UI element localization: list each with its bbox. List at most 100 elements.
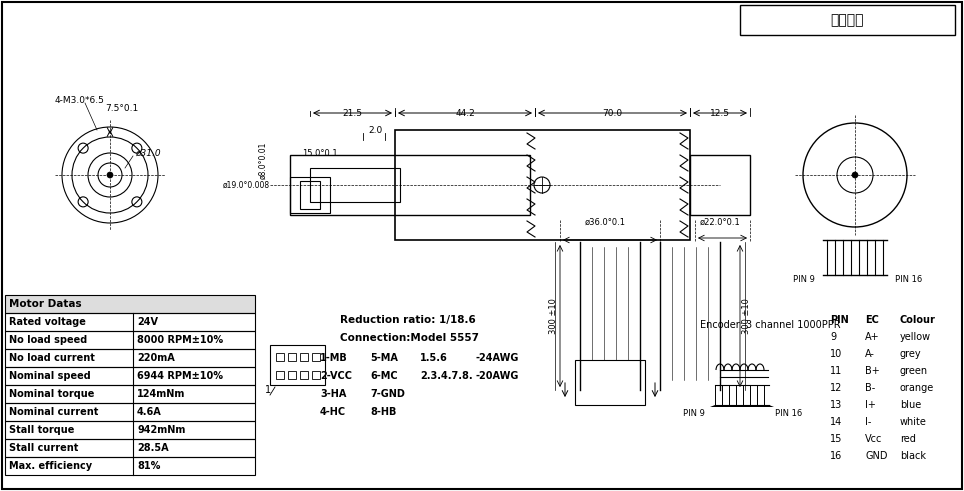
Text: -20AWG: -20AWG [475,371,519,381]
Text: Encoder: 3 channel 1000PPR: Encoder: 3 channel 1000PPR [700,320,841,330]
Text: B-: B- [865,383,875,393]
Text: I+: I+ [865,400,876,410]
Bar [270,345,325,385]
Text: Rated voltage: Rated voltage [9,317,86,327]
Text: ø19.0°0.008: ø19.0°0.008 [223,181,270,190]
Text: 6-MC: 6-MC [370,371,397,381]
Bar [5,331,255,349]
Text: 7-GND: 7-GND [370,389,405,399]
Text: Max. efficiency: Max. efficiency [9,461,93,471]
Text: Nominal speed: Nominal speed [9,371,91,381]
Text: PIN: PIN [830,315,848,325]
Text: Connection:Model 5557: Connection:Model 5557 [340,333,479,343]
Text: 70.0: 70.0 [602,109,622,117]
Text: 客戶型號: 客戶型號 [830,13,864,27]
Text: 21.5: 21.5 [342,109,362,117]
Text: 2.3.4.7.8.: 2.3.4.7.8. [420,371,472,381]
Text: Reduction ratio: 1/18.6: Reduction ratio: 1/18.6 [340,315,476,325]
Text: black: black [900,451,926,461]
Text: yellow: yellow [900,332,931,342]
Bar [5,439,255,457]
Text: orange: orange [900,383,934,393]
Text: blue: blue [900,400,922,410]
Text: 81%: 81% [137,461,160,471]
Bar [290,155,530,215]
Text: 124mNm: 124mNm [137,389,185,399]
Circle shape [852,172,858,178]
Text: 28.5A: 28.5A [137,443,169,453]
Text: 8-HB: 8-HB [370,407,396,417]
Text: Nominal current: Nominal current [9,407,98,417]
Text: 16: 16 [830,451,843,461]
Circle shape [107,172,113,178]
Text: A+: A+ [865,332,879,342]
Text: GND: GND [865,451,888,461]
Text: 14: 14 [830,417,843,427]
Bar [5,295,255,313]
Text: 942mNm: 942mNm [137,425,185,435]
Text: B+: B+ [865,366,880,376]
Text: No load speed: No load speed [9,335,88,345]
Text: 300 ±10: 300 ±10 [549,298,558,334]
Text: 1-MB: 1-MB [320,353,348,363]
Text: ø31.0: ø31.0 [135,148,161,158]
Bar [290,177,330,213]
Bar [310,168,400,202]
Bar [5,367,255,385]
Text: 44.2: 44.2 [455,109,475,117]
Text: 15.0°0.1: 15.0°0.1 [302,148,337,158]
Text: I-: I- [865,417,871,427]
Text: grey: grey [900,349,922,359]
Text: 11: 11 [830,366,843,376]
Bar [5,385,255,403]
Text: PIN 9: PIN 9 [793,275,815,284]
Text: 12: 12 [830,383,843,393]
Text: 4-M3.0*6.5: 4-M3.0*6.5 [55,96,105,105]
Text: 12.5: 12.5 [710,109,730,117]
Bar [276,371,284,379]
Bar [5,313,255,331]
Text: PIN 16: PIN 16 [895,275,923,284]
Text: red: red [900,434,916,444]
Text: 4-HC: 4-HC [320,407,346,417]
Text: 3-HA: 3-HA [320,389,346,399]
Bar [5,349,255,367]
Text: 1.5.6: 1.5.6 [420,353,447,363]
Text: green: green [900,366,928,376]
Text: 10: 10 [830,349,843,359]
Text: 1: 1 [265,385,271,395]
Text: 300 ±10: 300 ±10 [742,298,751,334]
Bar [300,371,308,379]
Bar [312,353,320,361]
Bar [300,181,320,209]
Bar [276,353,284,361]
Bar [5,421,255,439]
Text: 5-MA: 5-MA [370,353,398,363]
Bar [288,371,296,379]
Bar [575,360,645,405]
Text: ø22.0°0.1: ø22.0°0.1 [700,218,740,226]
Bar [288,353,296,361]
Bar [300,353,308,361]
Text: Stall torque: Stall torque [9,425,74,435]
Text: 8000 RPM±10%: 8000 RPM±10% [137,335,223,345]
Bar [395,130,690,240]
Text: 2-VCC: 2-VCC [320,371,352,381]
Bar [5,457,255,475]
Text: 4.6A: 4.6A [137,407,162,417]
Text: Stall current: Stall current [9,443,78,453]
Text: A-: A- [865,349,875,359]
Text: PIN 9: PIN 9 [683,409,705,417]
Text: ø36.0°0.1: ø36.0°0.1 [584,218,626,226]
Text: 24V: 24V [137,317,158,327]
Text: Motor Datas: Motor Datas [9,299,82,309]
Text: No load current: No load current [9,353,94,363]
Bar [690,155,750,215]
Text: PIN 16: PIN 16 [775,409,802,417]
Text: 7.5°0.1: 7.5°0.1 [105,104,138,112]
Text: Colour: Colour [900,315,936,325]
Text: Nominal torque: Nominal torque [9,389,94,399]
Text: 6944 RPM±10%: 6944 RPM±10% [137,371,223,381]
Bar [312,371,320,379]
Text: white: white [900,417,926,427]
